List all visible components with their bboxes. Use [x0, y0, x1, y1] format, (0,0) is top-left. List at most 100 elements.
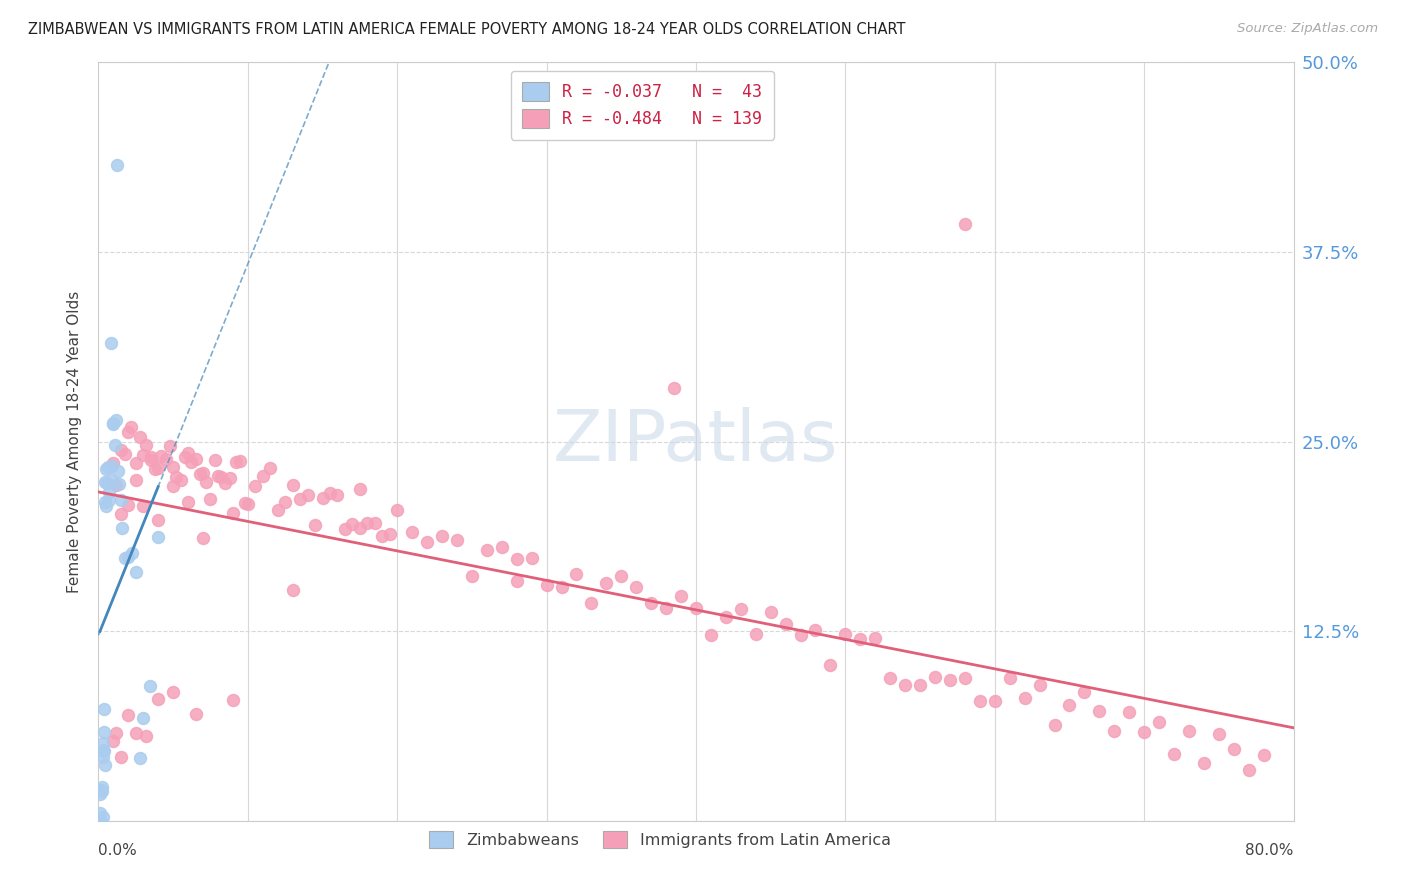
- Point: [108, 477, 131, 491]
- Point: [1014, 690, 1036, 705]
- Point: [595, 575, 617, 590]
- Point: [204, 453, 226, 467]
- Point: [159, 439, 181, 453]
- Point: [669, 589, 692, 603]
- Point: [714, 609, 737, 624]
- Point: [550, 580, 572, 594]
- Point: [662, 381, 685, 395]
- Point: [222, 506, 245, 520]
- Point: [789, 628, 811, 642]
- Point: [110, 443, 132, 458]
- Point: [110, 749, 132, 764]
- Point: [117, 708, 139, 723]
- Point: [834, 627, 856, 641]
- Point: [1147, 714, 1170, 729]
- Point: [150, 449, 173, 463]
- Point: [565, 566, 588, 581]
- Point: [93, 744, 115, 758]
- Point: [93, 725, 115, 739]
- Point: [90, 814, 112, 828]
- Point: [98, 484, 121, 499]
- Point: [222, 693, 245, 707]
- Point: [998, 671, 1021, 685]
- Point: [1178, 724, 1201, 739]
- Point: [700, 628, 723, 642]
- Point: [430, 529, 453, 543]
- Point: [155, 452, 177, 467]
- Point: [120, 419, 142, 434]
- Point: [349, 521, 371, 535]
- Point: [105, 478, 128, 492]
- Point: [333, 522, 356, 536]
- Point: [506, 574, 529, 588]
- Point: [132, 449, 155, 463]
- Point: [162, 460, 184, 475]
- Point: [939, 673, 962, 687]
- Point: [804, 624, 827, 638]
- Point: [148, 461, 170, 475]
- Point: [610, 568, 633, 582]
- Point: [139, 680, 162, 694]
- Point: [148, 513, 170, 527]
- Point: [326, 488, 349, 502]
- Point: [129, 430, 152, 444]
- Point: [114, 551, 136, 566]
- Point: [259, 461, 281, 475]
- Point: [100, 473, 122, 487]
- Point: [225, 455, 247, 469]
- Point: [100, 335, 122, 350]
- Point: [759, 605, 782, 619]
- Point: [416, 535, 439, 549]
- Point: [536, 577, 558, 591]
- Point: [90, 783, 112, 797]
- Point: [180, 455, 202, 469]
- Point: [94, 462, 117, 476]
- Point: [385, 503, 409, 517]
- Point: [184, 706, 207, 721]
- Point: [1133, 725, 1156, 739]
- Point: [626, 580, 648, 594]
- Point: [908, 678, 931, 692]
- Point: [129, 751, 152, 765]
- Point: [1253, 747, 1275, 762]
- Point: [117, 549, 139, 564]
- Point: [146, 530, 169, 544]
- Point: [91, 749, 114, 764]
- Point: [820, 658, 842, 673]
- Point: [96, 476, 118, 491]
- Point: [107, 464, 129, 478]
- Point: [581, 596, 603, 610]
- Text: ZIPatlas: ZIPatlas: [553, 407, 839, 476]
- Point: [233, 496, 256, 510]
- Point: [924, 670, 946, 684]
- Text: 80.0%: 80.0%: [1246, 844, 1294, 858]
- Point: [969, 694, 991, 708]
- Point: [1118, 705, 1140, 719]
- Point: [356, 516, 378, 530]
- Point: [953, 217, 976, 231]
- Point: [775, 617, 797, 632]
- Point: [745, 627, 768, 641]
- Point: [110, 493, 132, 508]
- Point: [91, 810, 114, 824]
- Point: [953, 671, 976, 685]
- Point: [89, 788, 111, 802]
- Point: [1163, 747, 1185, 761]
- Point: [1059, 698, 1081, 712]
- Point: [94, 495, 117, 509]
- Point: [101, 417, 124, 431]
- Point: [103, 438, 125, 452]
- Text: ZIMBABWEAN VS IMMIGRANTS FROM LATIN AMERICA FEMALE POVERTY AMONG 18-24 YEAR OLDS: ZIMBABWEAN VS IMMIGRANTS FROM LATIN AMER…: [28, 22, 905, 37]
- Point: [125, 726, 148, 740]
- Point: [219, 471, 242, 485]
- Point: [209, 470, 232, 484]
- Point: [91, 743, 114, 757]
- Text: Source: ZipAtlas.com: Source: ZipAtlas.com: [1237, 22, 1378, 36]
- Point: [364, 516, 387, 530]
- Point: [685, 601, 707, 615]
- Point: [100, 458, 122, 473]
- Point: [879, 671, 901, 685]
- Point: [174, 450, 197, 464]
- Point: [214, 476, 236, 491]
- Point: [91, 736, 114, 750]
